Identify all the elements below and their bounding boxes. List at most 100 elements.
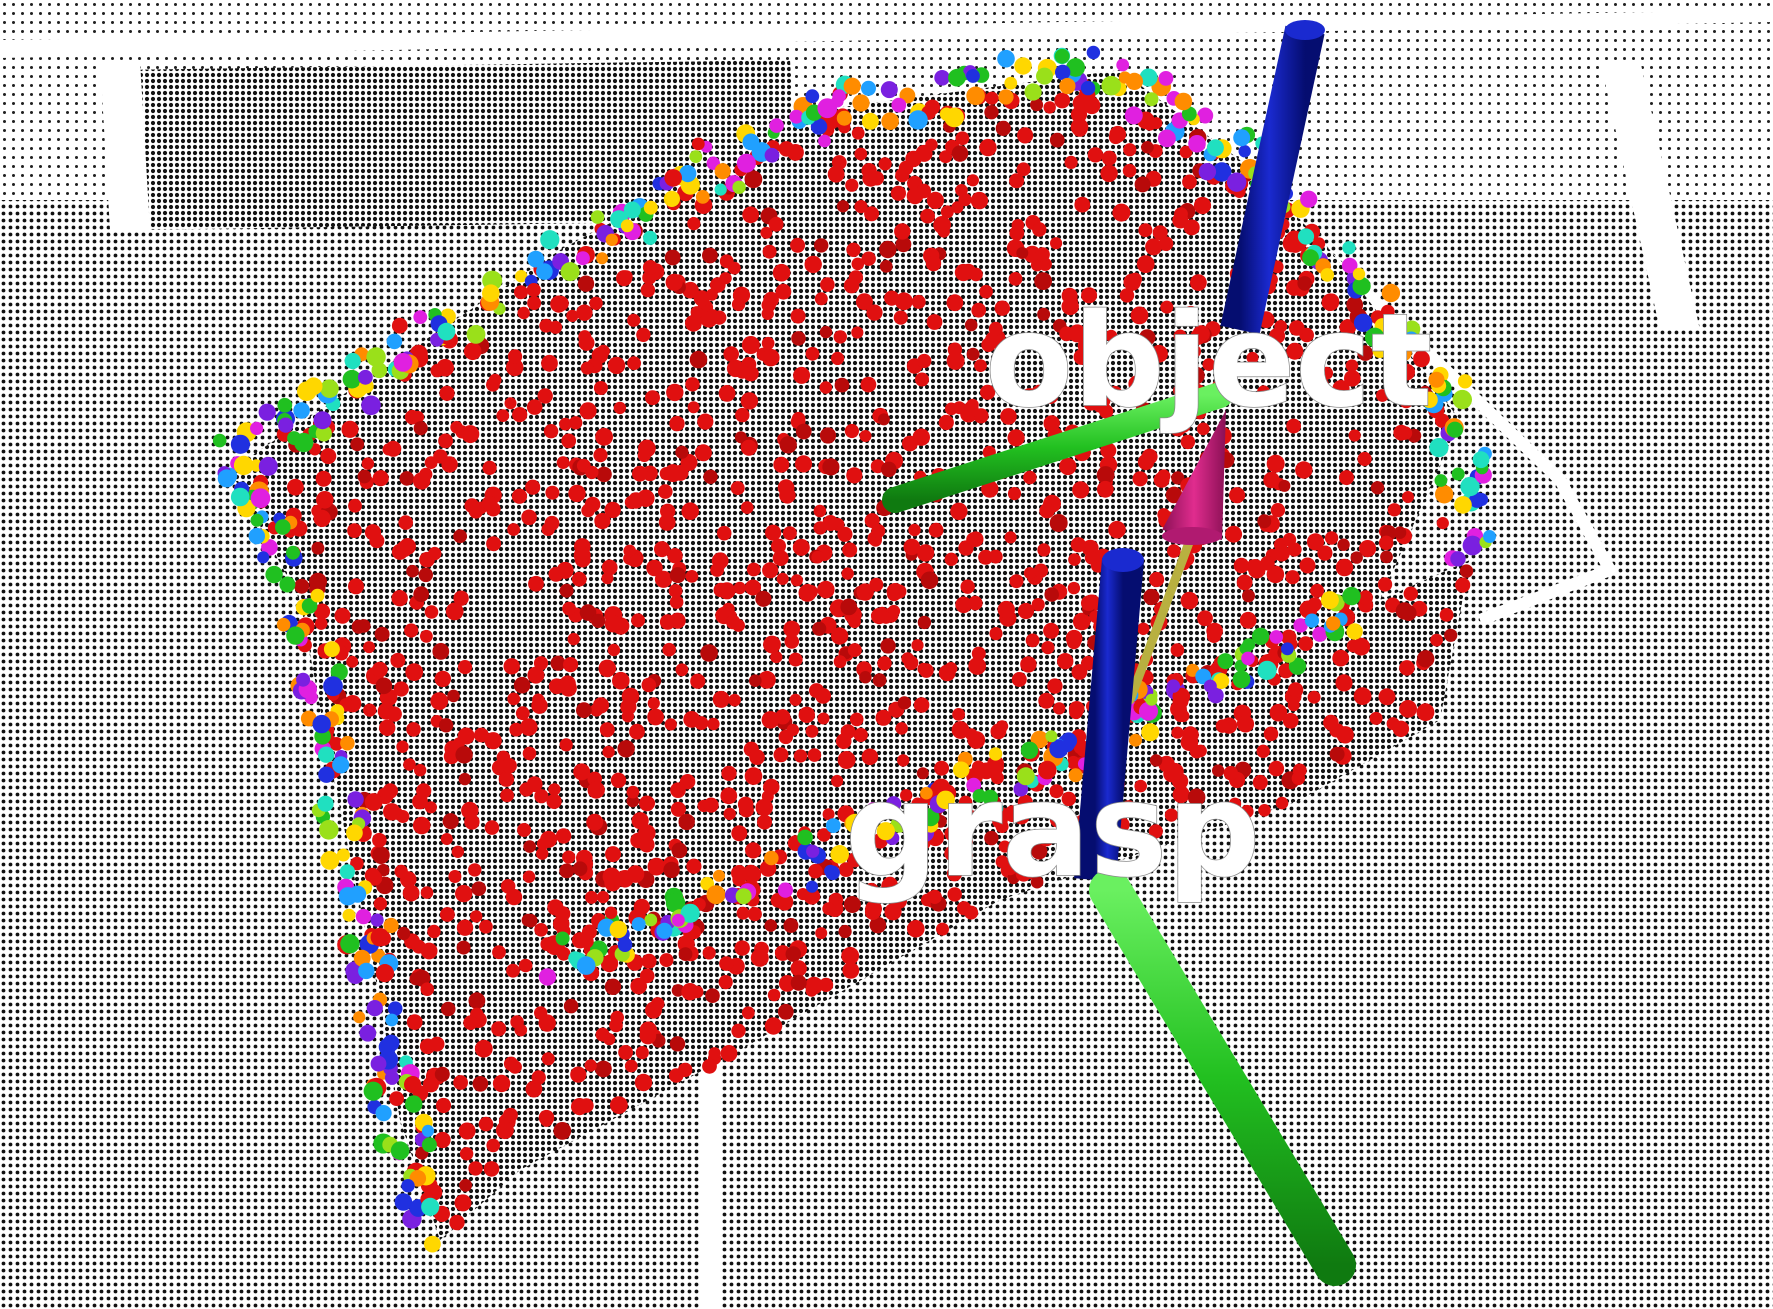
cluster-point xyxy=(775,283,792,300)
cluster-point xyxy=(819,977,834,993)
cluster-point xyxy=(1320,366,1334,380)
cluster-point xyxy=(440,833,453,845)
cluster-point xyxy=(877,656,892,671)
cluster-point xyxy=(749,749,765,765)
edge-point xyxy=(319,820,339,840)
edge-point xyxy=(1054,48,1070,64)
cluster-point xyxy=(968,657,987,675)
edge-point xyxy=(861,112,879,130)
cluster-point xyxy=(639,1021,658,1040)
edge-point xyxy=(1116,58,1130,72)
cluster-point xyxy=(478,1116,494,1132)
cluster-point xyxy=(969,267,983,282)
edge-point xyxy=(1217,653,1234,670)
cluster-point xyxy=(1393,526,1407,539)
cluster-point xyxy=(1180,591,1199,610)
cluster-point xyxy=(925,255,942,272)
cluster-point xyxy=(488,373,502,387)
edge-point xyxy=(1381,283,1401,303)
cluster-point xyxy=(950,502,968,520)
cluster-point xyxy=(504,397,517,410)
edge-point xyxy=(1483,530,1496,543)
cluster-point xyxy=(1187,788,1206,806)
cluster-point xyxy=(1263,471,1280,489)
edge-point xyxy=(233,455,254,476)
cluster-point xyxy=(1335,558,1354,577)
cluster-point xyxy=(372,832,387,848)
cluster-point xyxy=(1306,533,1325,551)
edge-point xyxy=(353,949,371,967)
cluster-point xyxy=(659,953,674,968)
cluster-point xyxy=(492,945,506,960)
edge-point xyxy=(679,165,697,183)
edge-point xyxy=(1181,106,1197,122)
cluster-point xyxy=(1035,247,1050,262)
cluster-point xyxy=(658,484,673,499)
cluster-point xyxy=(1031,598,1045,612)
cluster-point xyxy=(420,942,438,960)
edge-point xyxy=(394,1193,413,1211)
cluster-point xyxy=(347,523,362,538)
cluster-point xyxy=(647,697,660,710)
cluster-point xyxy=(1256,744,1270,758)
cluster-point xyxy=(864,513,880,529)
cluster-point xyxy=(632,465,648,482)
cluster-point xyxy=(315,470,332,487)
edge-point xyxy=(1068,768,1083,783)
cluster-point xyxy=(559,738,573,752)
cluster-point xyxy=(439,385,455,401)
cluster-point xyxy=(1101,150,1117,166)
cluster-point xyxy=(992,813,1008,829)
edge-point xyxy=(366,870,383,886)
edge-point xyxy=(361,395,381,416)
cluster-point xyxy=(483,1161,500,1177)
cluster-point xyxy=(1096,466,1115,484)
cluster-point xyxy=(383,803,401,821)
cluster-point xyxy=(532,693,545,706)
cluster-point xyxy=(570,1066,587,1083)
cluster-point xyxy=(496,409,510,422)
edge-feature-points xyxy=(212,45,1496,1253)
cluster-point xyxy=(705,988,720,1003)
cluster-point xyxy=(1143,588,1160,606)
edge-point xyxy=(405,1095,423,1113)
edge-point xyxy=(1312,626,1328,642)
cluster-point xyxy=(1011,672,1027,687)
edge-point xyxy=(391,317,408,334)
cluster-point xyxy=(591,347,608,364)
cluster-point xyxy=(1268,760,1285,777)
cluster-point xyxy=(458,772,471,786)
edge-point xyxy=(1174,92,1193,111)
cluster-point xyxy=(670,782,686,798)
cluster-point xyxy=(313,509,331,527)
cluster-point xyxy=(851,257,865,271)
cluster-point xyxy=(601,559,618,576)
cluster-point xyxy=(430,692,449,710)
cluster-point xyxy=(1323,714,1339,731)
cluster-point xyxy=(837,526,853,542)
edge-point xyxy=(387,1001,403,1016)
cluster-point xyxy=(391,590,408,607)
cluster-point xyxy=(541,1052,555,1066)
cluster-point xyxy=(1034,272,1052,290)
cluster-point xyxy=(363,641,376,654)
cluster-point xyxy=(463,1015,478,1030)
cluster-point xyxy=(1081,655,1096,671)
cluster-point xyxy=(405,663,424,681)
edge-point xyxy=(330,663,348,681)
cluster-point xyxy=(671,842,688,859)
cluster-point xyxy=(397,926,411,941)
cluster-point xyxy=(1174,207,1188,222)
cluster-point xyxy=(757,814,772,830)
object-cluster[interactable] xyxy=(212,45,1496,1253)
cluster-point xyxy=(1287,682,1304,698)
edge-point xyxy=(810,118,828,135)
cluster-point xyxy=(596,890,610,904)
edge-point xyxy=(318,766,335,783)
edge-point xyxy=(575,251,590,266)
edge-point xyxy=(1013,781,1029,797)
cluster-point xyxy=(1037,543,1051,557)
cluster-point xyxy=(1171,726,1184,739)
cluster-point xyxy=(710,563,724,577)
